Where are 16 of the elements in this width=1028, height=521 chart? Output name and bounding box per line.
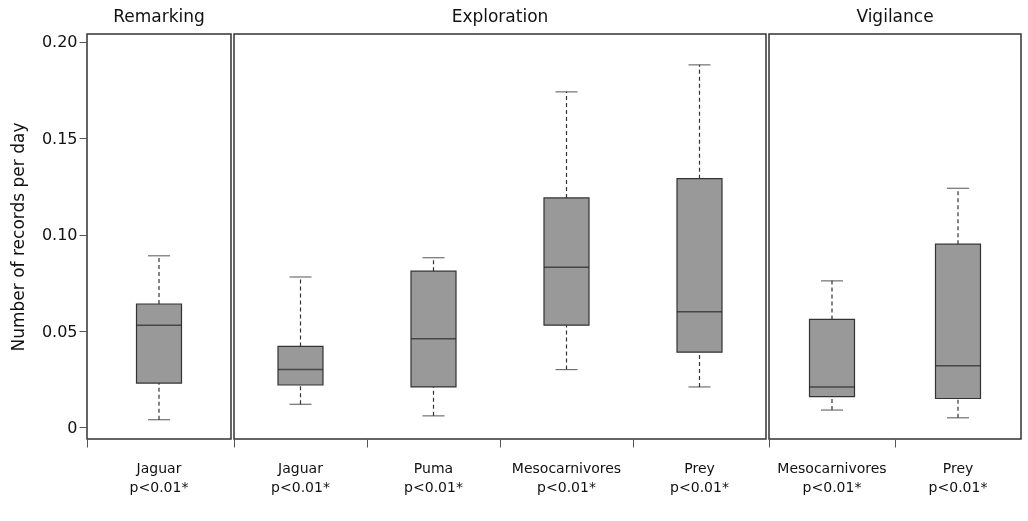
x-tick-label: Jaguar p<0.01* [271,459,330,495]
x-tick-label: Prey p<0.01* [670,459,729,495]
chart-title: Vigilance [856,6,934,26]
x-tick-label: Puma p<0.01* [404,459,463,495]
x-tick-label: Jaguar p<0.01* [129,459,189,495]
y-tick-label: 0.05 [41,321,78,341]
chart-title: Exploration [451,6,549,26]
y-tick-label: 0.10 [41,225,78,245]
y-axis-title: Number of records per day [7,122,28,352]
x-tick-label: Mesocarnivores p<0.01* [777,459,887,495]
chart-title: Remarking [113,5,205,26]
y-tick-label: 0.20 [41,32,78,52]
y-tick-label: 0 [67,417,78,437]
x-tick-label: Prey p<0.01* [928,459,988,495]
y-tick-label: 0.15 [41,128,78,148]
x-tick-label: Mesocarnivores p<0.01* [511,459,622,495]
